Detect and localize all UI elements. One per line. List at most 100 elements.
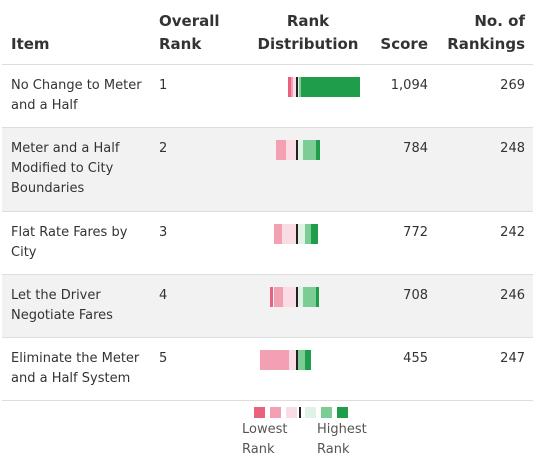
score-cell: 455 bbox=[368, 337, 436, 401]
distribution-bar bbox=[248, 224, 368, 244]
item-name-line: No Change to Meter bbox=[11, 78, 142, 93]
rankings-count-cell: 246 bbox=[436, 274, 533, 338]
header-distribution-line2: Distribution bbox=[257, 35, 359, 53]
rankings-count-cell: 247 bbox=[436, 337, 533, 401]
legend-highest-line1: Highest bbox=[317, 422, 367, 437]
score-cell: 1,094 bbox=[368, 64, 436, 128]
header-score-label: Score bbox=[380, 35, 428, 53]
ranking-table: Item Overall Rank Rank Distribution Scor… bbox=[2, 0, 533, 401]
item-name-line: Modified to City bbox=[11, 161, 114, 176]
table-row: No Change to Meter and a Half 1 1,094 26… bbox=[2, 64, 533, 128]
distribution-segment-rank-3 bbox=[281, 224, 296, 244]
rank-cell: 3 bbox=[150, 211, 248, 275]
distribution-segment-rank-5 bbox=[303, 140, 316, 160]
score-cell: 772 bbox=[368, 211, 436, 275]
score-cell: 708 bbox=[368, 274, 436, 338]
header-row: Item Overall Rank Rank Distribution Scor… bbox=[2, 0, 533, 65]
distribution-segment-rank-6 bbox=[316, 140, 320, 160]
distribution-segment-rank-4 bbox=[298, 224, 306, 244]
header-score[interactable]: Score bbox=[368, 0, 436, 65]
header-rankings-line2: Rankings bbox=[447, 35, 525, 53]
legend-swatch-rank-3 bbox=[286, 407, 297, 418]
rankings-count-cell: 242 bbox=[436, 211, 533, 275]
header-overall-rank[interactable]: Overall Rank bbox=[150, 0, 248, 65]
distribution-segment-rank-5 bbox=[302, 287, 316, 307]
legend-swatch-rank-6 bbox=[337, 407, 348, 418]
distribution-segment-rank-2 bbox=[290, 77, 294, 97]
legend-lowest-line1: Lowest bbox=[242, 422, 288, 437]
legend-lowest-label: Lowest Rank bbox=[242, 420, 287, 460]
rankings-count-cell: 269 bbox=[436, 64, 533, 128]
item-name-line: Flat Rate Fares by bbox=[11, 225, 128, 240]
rank-cell: 2 bbox=[150, 127, 248, 212]
header-rankings-line1: No. of bbox=[474, 12, 525, 30]
legend-swatch-rank-2 bbox=[270, 407, 281, 418]
distribution-segment-rank-3 bbox=[286, 140, 296, 160]
distribution-bar bbox=[248, 140, 368, 160]
header-item[interactable]: Item bbox=[2, 0, 150, 65]
item-name-line: City bbox=[11, 245, 37, 260]
table-row: Let the Driver Negotiate Fares 4 708 246 bbox=[2, 274, 533, 338]
legend-highest-label: Highest Rank bbox=[317, 420, 367, 460]
distribution-segment-rank-5 bbox=[298, 77, 301, 97]
distribution-bar bbox=[248, 287, 368, 307]
table-row: Eliminate the Meter and a Half System 5 … bbox=[2, 337, 533, 401]
header-overall-rank-line2: Rank bbox=[159, 35, 202, 53]
distribution-segment-rank-4 bbox=[298, 140, 304, 160]
distribution-midpoint-line bbox=[296, 140, 298, 160]
rankings-count-cell: 248 bbox=[436, 127, 533, 212]
rank-legend: Lowest Rank Highest Rank bbox=[242, 407, 374, 465]
item-name-line: Negotiate Fares bbox=[11, 308, 113, 323]
item-name-line: Eliminate the Meter bbox=[11, 351, 140, 366]
rank-cell: 4 bbox=[150, 274, 248, 338]
distribution-segment-rank-4 bbox=[298, 287, 303, 307]
distribution-segment-rank-6 bbox=[300, 77, 361, 97]
distribution-cell bbox=[248, 274, 368, 338]
distribution-cell bbox=[248, 127, 368, 212]
distribution-bar bbox=[248, 77, 368, 97]
distribution-segment-rank-5 bbox=[305, 224, 311, 244]
distribution-segment-rank-2 bbox=[273, 287, 284, 307]
distribution-bar bbox=[248, 350, 368, 370]
distribution-segment-rank-3 bbox=[288, 350, 296, 370]
distribution-segment-rank-5 bbox=[298, 350, 306, 370]
item-cell: Let the Driver Negotiate Fares bbox=[2, 274, 150, 338]
rank-cell: 1 bbox=[150, 64, 248, 128]
item-cell: Meter and a Half Modified to City Bounda… bbox=[2, 127, 150, 212]
legend-swatch-rank-4 bbox=[305, 407, 316, 418]
distribution-segment-rank-2 bbox=[260, 350, 289, 370]
table-row: Flat Rate Fares by City 3 772 242 bbox=[2, 211, 533, 275]
distribution-segment-rank-2 bbox=[276, 140, 287, 160]
distribution-segment-rank-6 bbox=[305, 350, 311, 370]
table-row: Meter and a Half Modified to City Bounda… bbox=[2, 127, 533, 212]
item-cell: Eliminate the Meter and a Half System bbox=[2, 337, 150, 401]
item-cell: Flat Rate Fares by City bbox=[2, 211, 150, 275]
header-item-label: Item bbox=[11, 35, 50, 53]
distribution-segment-rank-1 bbox=[269, 287, 274, 307]
legend-swatch-rank-1 bbox=[254, 407, 265, 418]
distribution-segment-rank-1 bbox=[287, 77, 291, 97]
item-name-line: Meter and a Half bbox=[11, 141, 120, 156]
header-distribution-line1: Rank bbox=[286, 12, 330, 30]
distribution-midpoint-line bbox=[296, 287, 298, 307]
header-overall-rank-line1: Overall bbox=[159, 12, 220, 30]
item-name-line: Let the Driver bbox=[11, 288, 101, 303]
header-rank-distribution: Rank Distribution bbox=[248, 0, 368, 65]
item-name-line: Boundaries bbox=[11, 181, 85, 196]
legend-highest-line2: Rank bbox=[317, 442, 350, 457]
distribution-segment-rank-3 bbox=[293, 77, 296, 97]
header-rankings[interactable]: No. of Rankings bbox=[436, 0, 533, 65]
distribution-midpoint-line bbox=[296, 224, 298, 244]
item-name-line: and a Half bbox=[11, 98, 78, 113]
score-cell: 784 bbox=[368, 127, 436, 212]
legend-swatch-rank-5 bbox=[321, 407, 332, 418]
distribution-segment-rank-6 bbox=[310, 224, 318, 244]
distribution-segment-rank-3 bbox=[283, 287, 296, 307]
distribution-midpoint-line bbox=[296, 350, 298, 370]
distribution-cell bbox=[248, 211, 368, 275]
legend-lowest-line2: Rank bbox=[242, 442, 275, 457]
rank-cell: 5 bbox=[150, 337, 248, 401]
distribution-segment-rank-2 bbox=[273, 224, 282, 244]
distribution-cell bbox=[248, 64, 368, 128]
